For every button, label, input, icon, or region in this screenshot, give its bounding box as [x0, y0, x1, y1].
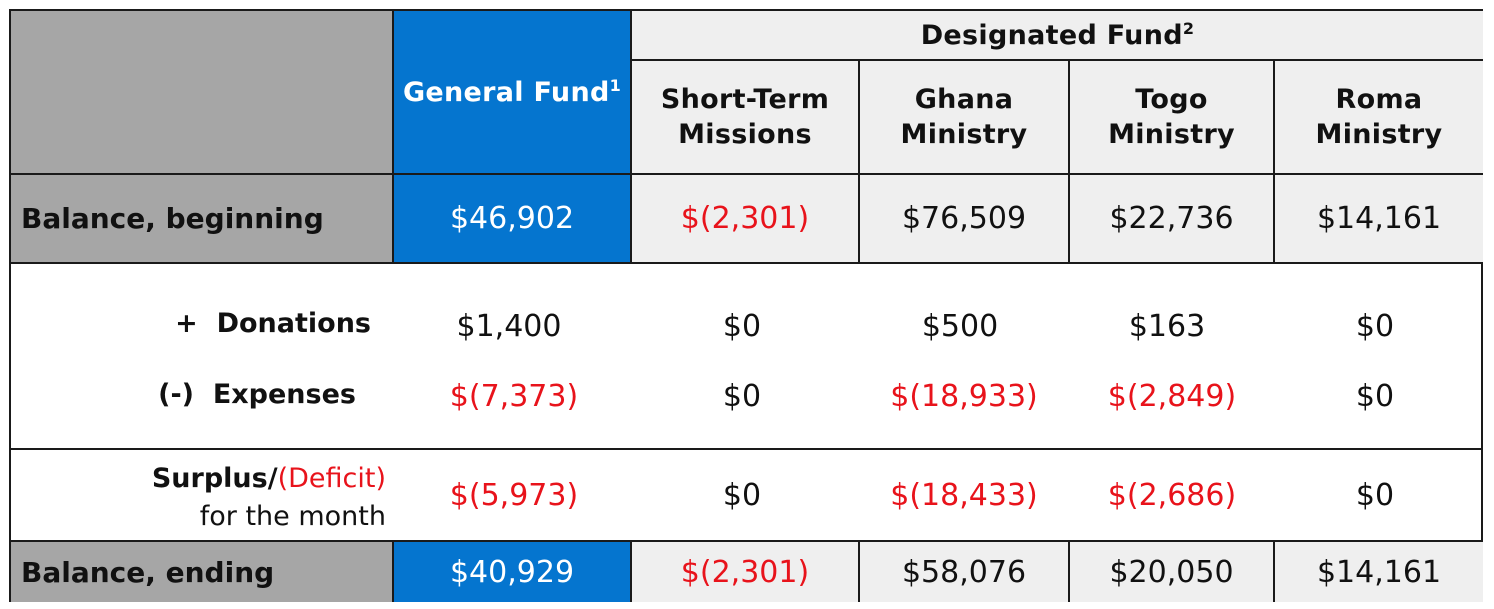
short-term-expenses-value: $0	[722, 379, 762, 414]
fund-balance-table: General Fund1 Designated Fund2 Short-Ter…	[9, 9, 1483, 602]
activity-section	[11, 264, 1483, 450]
roma-donations-value: $0	[1355, 309, 1395, 344]
roma-ending-value: $14,161	[1275, 542, 1483, 602]
togo-surplus-value: $(2,686)	[1107, 478, 1237, 513]
general-ending-value: $40,929	[394, 542, 632, 602]
roma-expenses-value: $0	[1355, 379, 1395, 414]
ghana-ending-value: $58,076	[860, 542, 1070, 602]
short-term-ending-value: $(2,301)	[632, 542, 860, 602]
column-header-ghana-ministry: Ghana Ministry	[860, 61, 1070, 175]
column-header-roma-ministry: Roma Ministry	[1275, 61, 1483, 175]
expenses-sign: (-)	[158, 379, 194, 410]
expenses-label: Expenses	[212, 379, 356, 410]
row-label-balance-ending: Balance, ending	[11, 542, 394, 602]
ghana-surplus-value: $(18,433)	[890, 478, 1038, 513]
donations-label: Donations	[216, 308, 371, 339]
designated-fund-title: Designated Fund	[920, 19, 1183, 51]
togo-donations-value: $163	[1128, 309, 1206, 344]
general-donations-value: $1,400	[456, 309, 562, 344]
togo-ending-value: $20,050	[1070, 542, 1275, 602]
designated-fund-header: Designated Fund2	[632, 11, 1483, 61]
short-term-donations-value: $0	[722, 309, 762, 344]
general-fund-footnote: 1	[609, 75, 622, 95]
donations-sign: +	[175, 308, 198, 339]
short-term-surplus-value: $0	[722, 478, 762, 513]
designated-fund-footnote: 2	[1182, 18, 1195, 38]
togo-expenses-value: $(2,849)	[1107, 379, 1237, 414]
roma-surplus-value: $0	[1355, 478, 1395, 513]
surplus-label-bold: Surplus/	[151, 463, 278, 494]
surplus-section	[11, 450, 1483, 542]
ghana-beginning-value: $76,509	[860, 175, 1070, 264]
column-header-short-term-missions: Short-Term Missions	[632, 61, 860, 175]
donations-label-row: + Donations	[11, 308, 371, 339]
general-beginning-value: $46,902	[394, 175, 632, 264]
header-corner-cell	[11, 11, 394, 175]
general-fund-header: General Fund1	[394, 11, 632, 175]
ghana-expenses-value: $(18,933)	[890, 379, 1038, 414]
togo-beginning-value: $22,736	[1070, 175, 1275, 264]
surplus-label-line2: for the month	[199, 501, 386, 532]
general-fund-title: General Fund	[402, 76, 610, 108]
short-term-beginning-value: $(2,301)	[632, 175, 860, 264]
column-header-togo-ministry: Togo Ministry	[1070, 61, 1275, 175]
row-label-balance-beginning: Balance, beginning	[11, 175, 394, 264]
ghana-donations-value: $500	[921, 309, 999, 344]
roma-beginning-value: $14,161	[1275, 175, 1483, 264]
general-expenses-value: $(7,373)	[449, 379, 579, 414]
expenses-label-row: (-) Expenses	[11, 379, 356, 410]
surplus-label: Surplus/(Deficit) for the month	[11, 460, 386, 536]
general-surplus-value: $(5,973)	[449, 478, 579, 513]
surplus-label-deficit: (Deficit)	[277, 463, 386, 494]
